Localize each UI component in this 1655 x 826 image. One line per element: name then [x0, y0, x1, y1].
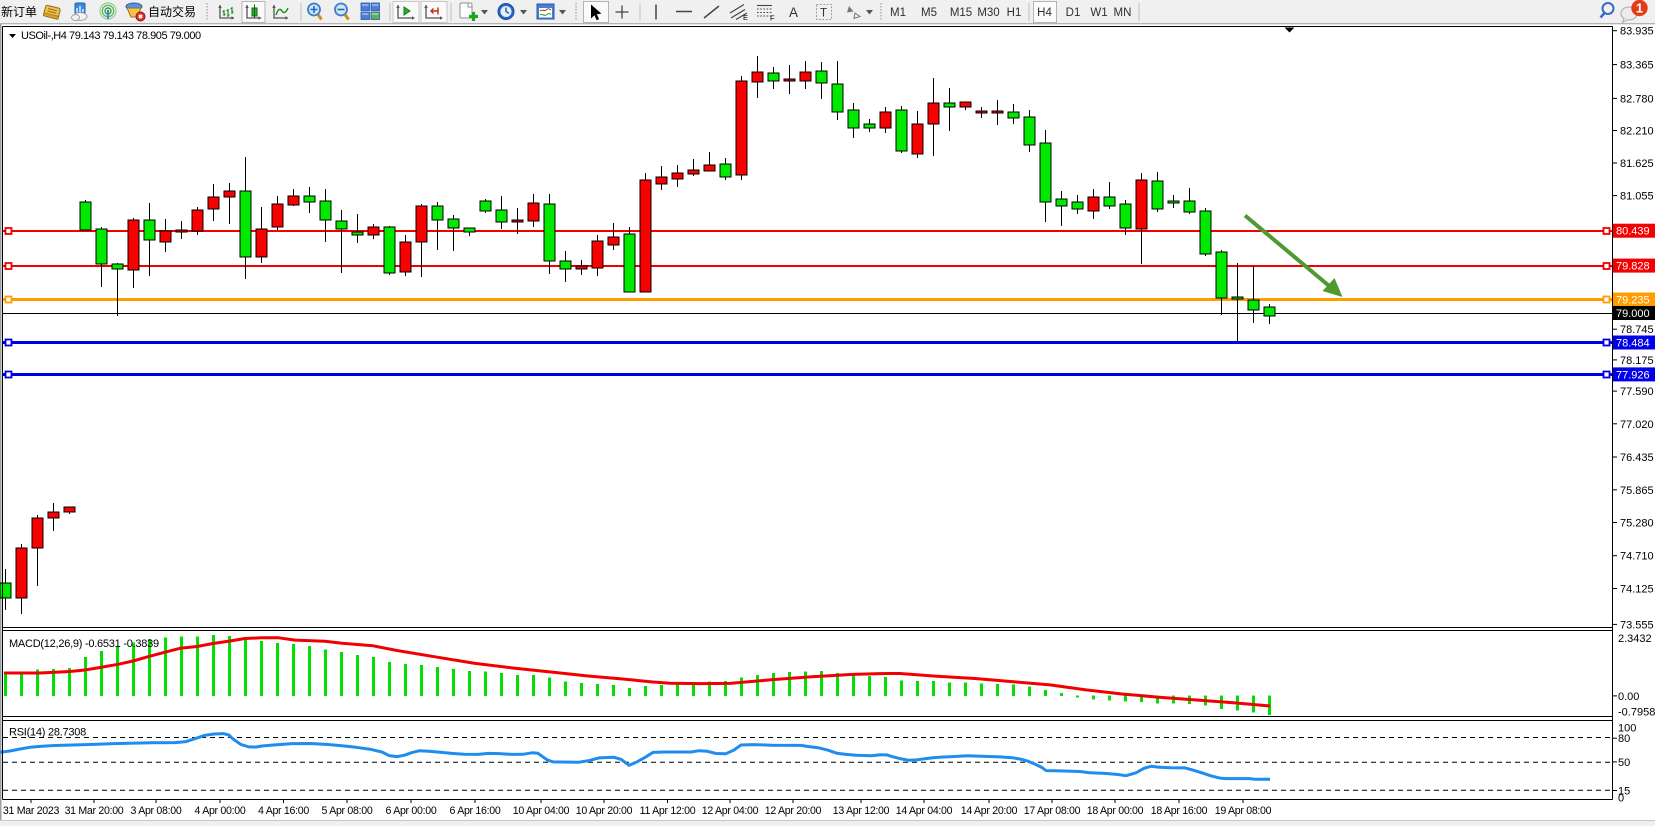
svg-text:4 Apr 00:00: 4 Apr 00:00 — [195, 805, 246, 817]
svg-text:12 Apr 04:00: 12 Apr 04:00 — [702, 805, 759, 817]
svg-text:-0.7958: -0.7958 — [1618, 707, 1655, 719]
svg-text:81.055: 81.055 — [1620, 191, 1654, 203]
svg-text:新订单: 新订单 — [1, 4, 37, 19]
svg-text:14 Apr 20:00: 14 Apr 20:00 — [961, 805, 1018, 817]
svg-text:D1: D1 — [1066, 7, 1081, 19]
svg-text:0.00: 0.00 — [1618, 691, 1639, 703]
svg-text:4 Apr 16:00: 4 Apr 16:00 — [258, 805, 309, 817]
svg-text:82.210: 82.210 — [1620, 126, 1654, 138]
svg-text:M5: M5 — [921, 7, 937, 19]
svg-text:H4: H4 — [1037, 7, 1052, 19]
svg-text:76.435: 76.435 — [1620, 452, 1654, 464]
svg-text:77.020: 77.020 — [1620, 419, 1654, 431]
svg-text:M30: M30 — [977, 7, 999, 19]
svg-text:10 Apr 20:00: 10 Apr 20:00 — [576, 805, 633, 817]
svg-text:3 Apr 08:00: 3 Apr 08:00 — [131, 805, 182, 817]
svg-text:18 Apr 00:00: 18 Apr 00:00 — [1087, 805, 1144, 817]
svg-text:5 Apr 08:00: 5 Apr 08:00 — [322, 805, 373, 817]
svg-text:77.926: 77.926 — [1616, 369, 1650, 381]
svg-text:11 Apr 12:00: 11 Apr 12:00 — [640, 805, 696, 817]
svg-text:12 Apr 20:00: 12 Apr 20:00 — [765, 805, 822, 817]
svg-text:74.710: 74.710 — [1620, 551, 1654, 563]
svg-text:19 Apr 08:00: 19 Apr 08:00 — [1215, 805, 1272, 817]
svg-text:1: 1 — [1636, 1, 1643, 16]
svg-text:78.484: 78.484 — [1616, 338, 1650, 350]
svg-text:13 Apr 12:00: 13 Apr 12:00 — [833, 805, 890, 817]
svg-text:15: 15 — [1618, 786, 1630, 798]
svg-text:79.235: 79.235 — [1616, 295, 1650, 307]
svg-text:6 Apr 00:00: 6 Apr 00:00 — [386, 805, 437, 817]
svg-text:78.175: 78.175 — [1620, 355, 1654, 367]
svg-text:81.625: 81.625 — [1620, 158, 1654, 170]
svg-text:MACD(12,26,9) -0.6531 -0.3839: MACD(12,26,9) -0.6531 -0.3839 — [9, 638, 159, 650]
svg-text:75.865: 75.865 — [1620, 485, 1654, 497]
svg-text:6 Apr 16:00: 6 Apr 16:00 — [450, 805, 501, 817]
svg-text:RSI(14) 28.7308: RSI(14) 28.7308 — [9, 727, 86, 739]
svg-text:100: 100 — [1618, 723, 1636, 735]
svg-text:80.439: 80.439 — [1616, 226, 1650, 238]
svg-text:31 Mar 2023: 31 Mar 2023 — [3, 805, 60, 817]
svg-text:H1: H1 — [1007, 7, 1022, 19]
svg-text:W1: W1 — [1090, 7, 1107, 19]
svg-text:T: T — [820, 8, 827, 20]
svg-text:USOil-,H4 79.143 79.143 78.90: USOil-,H4 79.143 79.143 78.905 79.000 — [21, 30, 201, 42]
svg-text:50: 50 — [1618, 757, 1630, 769]
svg-text:31 Mar 20:00: 31 Mar 20:00 — [65, 805, 124, 817]
svg-text:77.590: 77.590 — [1620, 386, 1654, 398]
svg-text:A: A — [789, 5, 798, 20]
svg-text:M1: M1 — [890, 7, 906, 19]
svg-text:17 Apr 08:00: 17 Apr 08:00 — [1024, 805, 1081, 817]
svg-text:18 Apr 16:00: 18 Apr 16:00 — [1151, 805, 1208, 817]
svg-text:75.280: 75.280 — [1620, 518, 1654, 530]
svg-text:83.365: 83.365 — [1620, 60, 1654, 72]
svg-text:79.000: 79.000 — [1616, 308, 1650, 320]
svg-text:10 Apr 04:00: 10 Apr 04:00 — [513, 805, 570, 817]
svg-text:M15: M15 — [950, 7, 972, 19]
svg-text:MN: MN — [1114, 7, 1132, 19]
svg-text:82.780: 82.780 — [1620, 93, 1654, 105]
svg-text:2.3432: 2.3432 — [1618, 633, 1652, 645]
svg-text:F: F — [770, 14, 775, 23]
svg-text:83.935: 83.935 — [1620, 26, 1654, 38]
svg-text:0: 0 — [1618, 793, 1624, 805]
svg-text:14 Apr 04:00: 14 Apr 04:00 — [896, 805, 953, 817]
svg-text:73.555: 73.555 — [1620, 619, 1654, 631]
svg-text:79.828: 79.828 — [1616, 261, 1650, 273]
svg-text:E: E — [743, 13, 748, 22]
svg-text:自动交易: 自动交易 — [148, 4, 196, 19]
svg-text:78.745: 78.745 — [1620, 324, 1654, 336]
svg-text:80: 80 — [1618, 733, 1630, 745]
svg-text:74.125: 74.125 — [1620, 584, 1654, 596]
